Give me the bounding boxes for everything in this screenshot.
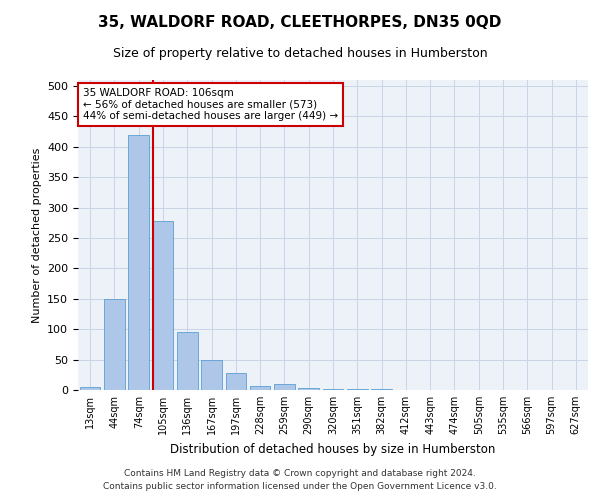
Bar <box>152 221 173 390</box>
X-axis label: Distribution of detached houses by size in Humberston: Distribution of detached houses by size … <box>170 442 496 456</box>
Bar <box>104 299 125 390</box>
Y-axis label: Number of detached properties: Number of detached properties <box>32 148 41 322</box>
Bar <box>80 387 100 390</box>
Bar <box>274 384 295 390</box>
Text: Size of property relative to detached houses in Humberston: Size of property relative to detached ho… <box>113 48 487 60</box>
Bar <box>128 134 149 390</box>
Text: 35, WALDORF ROAD, CLEETHORPES, DN35 0QD: 35, WALDORF ROAD, CLEETHORPES, DN35 0QD <box>98 15 502 30</box>
Bar <box>177 332 197 390</box>
Bar <box>226 373 246 390</box>
Text: 35 WALDORF ROAD: 106sqm
← 56% of detached houses are smaller (573)
44% of semi-d: 35 WALDORF ROAD: 106sqm ← 56% of detache… <box>83 88 338 121</box>
Text: Contains HM Land Registry data © Crown copyright and database right 2024.: Contains HM Land Registry data © Crown c… <box>124 468 476 477</box>
Bar <box>201 360 222 390</box>
Bar <box>250 386 271 390</box>
Bar <box>347 389 368 390</box>
Text: Contains public sector information licensed under the Open Government Licence v3: Contains public sector information licen… <box>103 482 497 491</box>
Bar <box>298 388 319 390</box>
